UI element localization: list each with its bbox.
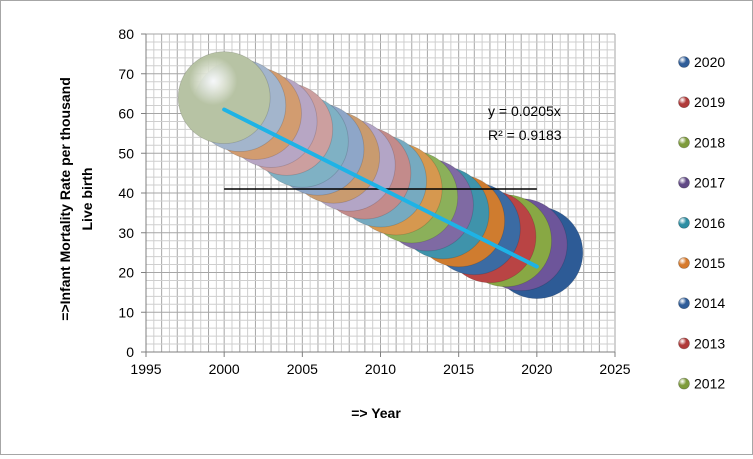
y-tick-label: 20 <box>118 265 134 281</box>
x-tick-label: 2025 <box>599 361 630 377</box>
y-tick-label: 40 <box>118 185 134 201</box>
y-tick-label: 60 <box>118 106 134 122</box>
legend-label: 2012 <box>694 376 725 392</box>
x-tick-label: 2020 <box>521 361 552 377</box>
legend-label: 2016 <box>694 215 725 231</box>
legend-marker <box>678 96 690 108</box>
y-tick-label: 80 <box>118 26 134 42</box>
bubbles <box>177 51 584 300</box>
legend-label: 2017 <box>694 175 725 191</box>
y-tick-label: 50 <box>118 145 134 161</box>
legend-label: 2015 <box>694 255 725 271</box>
legend-label: 2014 <box>694 295 725 311</box>
legend-marker <box>678 337 690 350</box>
legend-marker <box>678 217 690 229</box>
legend-label: 2019 <box>694 94 725 110</box>
x-tick-label: 1995 <box>130 361 161 377</box>
x-tick-label: 2015 <box>443 361 474 377</box>
trendline-r-squared: R² = 0.9183 <box>488 127 562 143</box>
axes: 1995 2000 2005 2010 2015 2020 2025 0 10 20 30 40 50 6… <box>118 26 630 377</box>
trendline-equation: y = 0.0205x <box>488 103 561 119</box>
y-axis-label-line-1: =>Infant Mortality Rate per thousand <box>57 77 73 320</box>
x-tick-label: 2000 <box>209 361 240 377</box>
y-tick-label: 30 <box>118 225 134 241</box>
x-tick-label: 2005 <box>287 361 318 377</box>
y-tick-label: 70 <box>118 66 134 82</box>
legend: 2020 2019 2018 2017 2016 2015 2014 2013 2012 <box>678 54 725 392</box>
legend-label: 2018 <box>694 134 725 150</box>
legend-marker <box>678 136 690 149</box>
legend-marker <box>678 56 690 68</box>
y-tick-label: 0 <box>126 344 134 360</box>
legend-marker <box>678 377 690 390</box>
legend-marker <box>678 257 690 269</box>
lines <box>222 107 539 269</box>
y-axis-label-line-2: Live birth <box>79 167 95 230</box>
legend-label: 2020 <box>694 54 725 70</box>
x-axis-label: => Year <box>351 405 401 421</box>
bubble-point <box>177 51 271 144</box>
legend-label: 2013 <box>694 335 725 351</box>
y-tick-label: 10 <box>118 304 134 320</box>
trendline <box>222 107 539 269</box>
legend-marker <box>678 297 690 310</box>
legend-marker <box>678 176 690 189</box>
x-tick-label: 2010 <box>365 361 396 377</box>
